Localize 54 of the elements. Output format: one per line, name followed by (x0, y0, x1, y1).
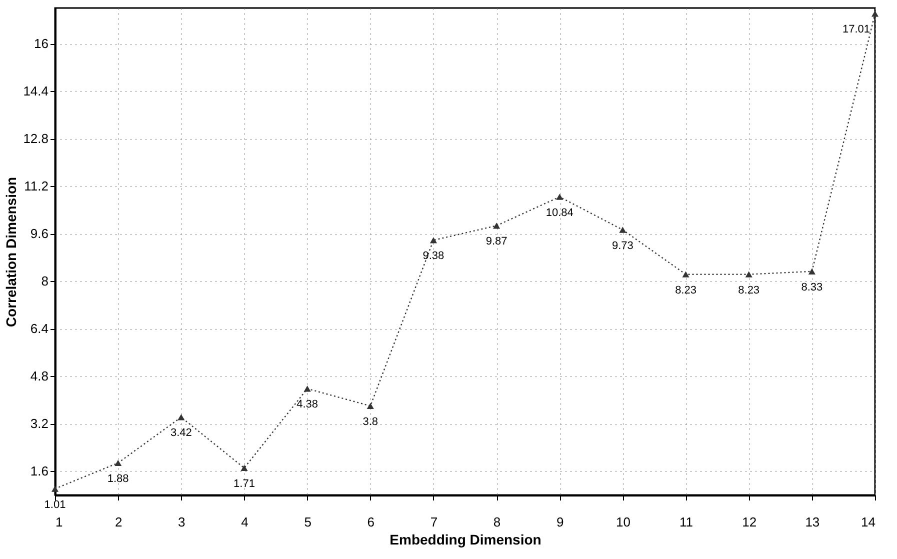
x-tick-label: 14 (861, 514, 876, 530)
point (871, 10, 879, 17)
x-axis-title: Embedding Dimension (390, 532, 542, 548)
x-tick-label: 5 (304, 514, 312, 530)
y-tick-label: 9.6 (30, 226, 48, 242)
x-tick-label: 12 (742, 514, 757, 530)
point (808, 268, 816, 274)
point (619, 226, 626, 233)
point (682, 271, 690, 278)
point (430, 237, 437, 244)
point (240, 464, 248, 472)
data-label: 8.33 (801, 281, 823, 294)
data-label: 8.23 (675, 284, 696, 296)
x-tick-label: 3 (178, 514, 186, 530)
x-tick-label: 10 (616, 514, 630, 530)
data-label: 1.71 (234, 478, 255, 490)
point (51, 486, 59, 492)
point (745, 271, 752, 278)
x-tick-label: 6 (367, 514, 374, 530)
point (114, 460, 122, 466)
data-label: 1.01 (44, 498, 66, 511)
y-tick-label: 14.4 (23, 84, 48, 99)
point (304, 386, 311, 392)
data-label: 8.23 (738, 284, 760, 296)
data-label: 9.87 (486, 236, 508, 248)
point (493, 222, 500, 229)
data-label: 17.01 (842, 24, 870, 36)
x-tick-label: 8 (493, 514, 501, 530)
data-label: 9.38 (422, 250, 444, 262)
y-tick-label: 1.6 (30, 464, 48, 479)
x-tick-label: 7 (430, 514, 438, 530)
y-tick-label: 16 (34, 36, 48, 52)
y-tick-label: 12.8 (23, 131, 48, 146)
data-label: 9.73 (612, 240, 634, 252)
x-tick-label: 1 (56, 514, 63, 530)
x-tick-label: 11 (680, 514, 694, 530)
point (366, 402, 374, 409)
y-tick-label: 6.4 (30, 321, 48, 336)
point (556, 194, 564, 200)
x-tick-label: 9 (556, 514, 564, 530)
data-label: 1.88 (107, 472, 129, 485)
data-label: 3.42 (170, 427, 192, 440)
x-tick-label: 13 (805, 514, 820, 530)
y-tick-label: 8 (41, 274, 48, 289)
y-tick-label: 4.8 (30, 368, 48, 384)
data-label: 3.8 (362, 416, 378, 428)
point (178, 414, 185, 420)
data-label: 4.38 (296, 398, 318, 411)
y-tick-label: 11.2 (24, 178, 48, 194)
x-tick-label: 2 (114, 514, 122, 530)
y-axis-title: Correlation Dimension (3, 176, 20, 328)
y-tick-label: 3.2 (30, 416, 48, 432)
x-tick-label: 4 (241, 514, 248, 530)
data-label: 10.84 (546, 206, 574, 219)
